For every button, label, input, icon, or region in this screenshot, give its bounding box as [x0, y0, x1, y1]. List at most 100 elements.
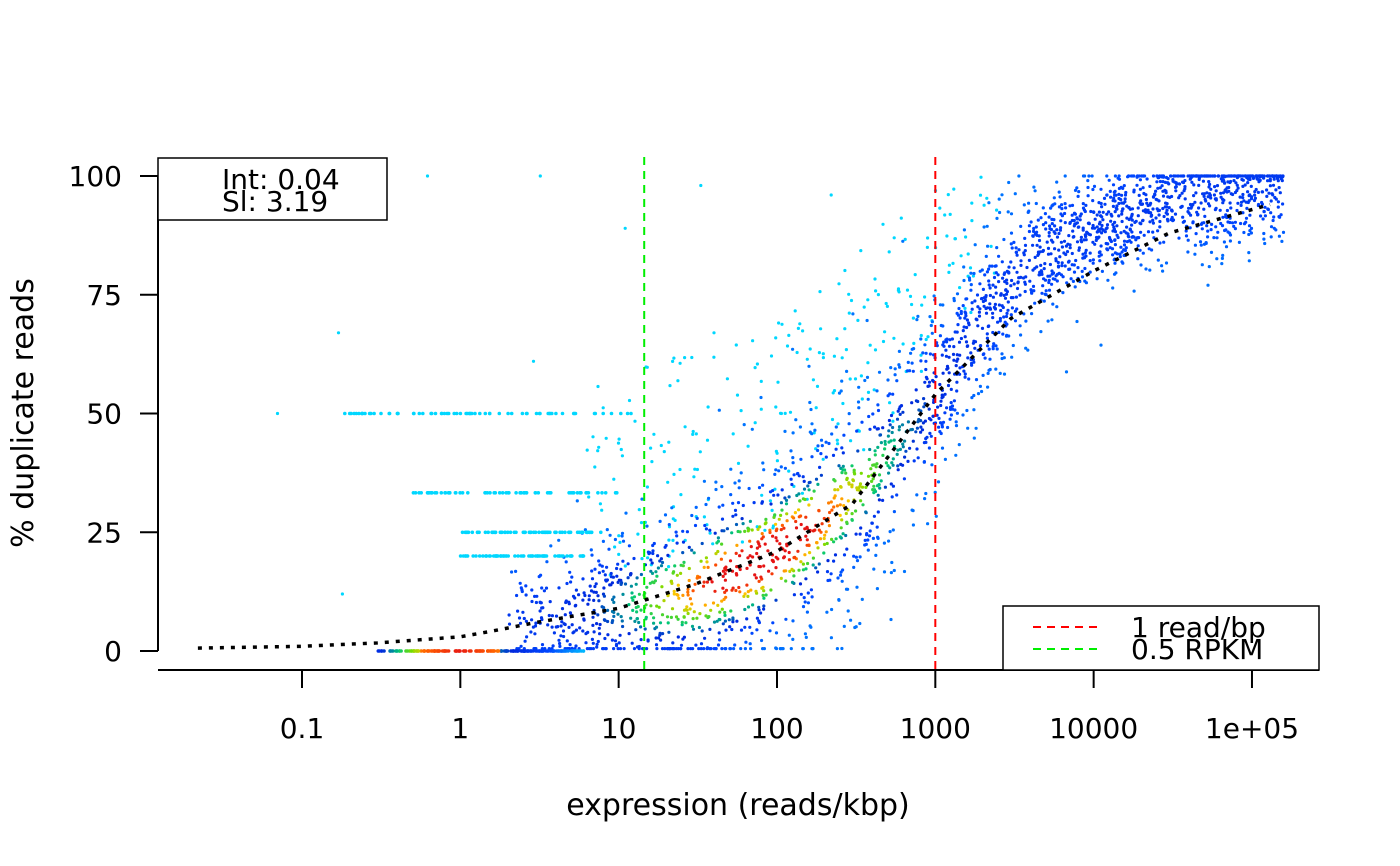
scatter-point	[1075, 319, 1079, 324]
scatter-point	[649, 558, 653, 562]
scatter-point	[891, 419, 895, 423]
scatter-point	[873, 453, 877, 457]
density-band-point	[548, 649, 553, 653]
scatter-point	[733, 481, 737, 485]
scatter-point	[590, 569, 594, 573]
scatter-point	[807, 503, 811, 507]
scatter-point	[1005, 278, 1009, 282]
scatter-point	[674, 647, 678, 651]
scatter-point	[897, 428, 901, 432]
scatter-point	[784, 617, 788, 621]
scatter-point	[670, 607, 675, 611]
scatter-point	[1166, 177, 1170, 181]
scatter-point	[611, 619, 615, 623]
density-band-point	[553, 554, 557, 558]
scatter-point	[806, 601, 811, 605]
fit-curve	[197, 202, 1271, 650]
scatter-point	[1213, 174, 1217, 178]
scatter-point	[832, 540, 836, 544]
scatter-point	[1120, 219, 1124, 224]
scatter-point	[1132, 190, 1136, 194]
scatter-point	[672, 592, 676, 596]
scatter-point	[774, 646, 778, 650]
y-tick-label: 0	[104, 635, 122, 668]
scatter-point	[822, 551, 826, 555]
density-bands	[343, 411, 633, 653]
scatter-point	[635, 576, 639, 580]
scatter-point	[1057, 248, 1061, 252]
scatter-point	[785, 519, 789, 523]
scatter-point	[1270, 192, 1274, 196]
density-band-point	[580, 530, 585, 535]
scatter-point	[841, 464, 845, 468]
scatter-point	[925, 245, 930, 249]
scatter-point	[1073, 188, 1078, 192]
scatter-point	[639, 521, 644, 525]
scatter-point	[1135, 183, 1139, 187]
scatter-point	[791, 619, 795, 623]
scatter-point	[793, 309, 797, 313]
scatter-point	[1060, 203, 1064, 207]
scatter-point	[776, 557, 780, 561]
density-band-point	[464, 411, 468, 416]
scatter-point	[862, 305, 866, 309]
scatter-point	[1123, 197, 1127, 201]
density-band-point	[454, 491, 458, 495]
scatter-point	[779, 513, 783, 518]
scatter-point	[734, 551, 738, 556]
scatter-point	[844, 471, 848, 475]
scatter-point	[793, 510, 798, 515]
scatter-point	[1022, 253, 1026, 257]
scatter-point	[1071, 235, 1075, 239]
scatter-point	[1180, 204, 1184, 208]
scatter-point	[613, 537, 618, 542]
scatter-point	[1151, 174, 1156, 178]
scatter-point	[1023, 243, 1028, 247]
density-band-point	[497, 411, 502, 416]
scatter-point	[985, 224, 989, 228]
scatter-point	[911, 316, 916, 320]
scatter-point	[775, 539, 779, 543]
scatter-point	[1029, 220, 1033, 224]
scatter-point	[799, 522, 803, 527]
scatter-point	[666, 621, 670, 625]
scatter-point	[541, 606, 545, 610]
scatter-point	[916, 420, 920, 424]
scatter-point	[789, 647, 793, 651]
scatter-point	[985, 336, 990, 340]
scatter-point	[565, 639, 569, 643]
scatter-point	[857, 385, 861, 389]
density-band-point	[596, 491, 600, 495]
scatter-point	[827, 501, 831, 505]
scatter-point	[675, 541, 679, 545]
scatter-point	[1109, 219, 1113, 223]
scatter-point	[952, 358, 956, 362]
scatter-point	[924, 367, 928, 372]
scatter-point	[891, 528, 895, 532]
scatter-point	[965, 408, 969, 413]
scatter-point	[686, 593, 690, 597]
scatter-point	[1069, 277, 1073, 281]
scatter-point	[760, 638, 764, 643]
scatter-point	[723, 613, 727, 618]
density-band-point	[379, 411, 383, 416]
scatter-point	[1099, 253, 1103, 257]
scatter-point	[804, 515, 808, 519]
scatter-point	[748, 625, 752, 629]
scatter-point	[1225, 208, 1229, 213]
scatter-point	[598, 563, 602, 567]
scatter-point	[694, 432, 698, 436]
scatter-point	[937, 425, 941, 429]
scatter-point	[977, 310, 982, 314]
density-band-point	[537, 411, 542, 416]
scatter-point	[840, 471, 844, 475]
scatter-point	[1249, 226, 1254, 230]
scatter-point	[1205, 191, 1209, 195]
scatter-point	[762, 596, 766, 600]
scatter-point	[811, 378, 816, 382]
scatter-point	[997, 197, 1001, 201]
scatter-point	[892, 438, 896, 442]
scatter-point	[1130, 212, 1134, 216]
scatter-point	[1155, 180, 1159, 184]
